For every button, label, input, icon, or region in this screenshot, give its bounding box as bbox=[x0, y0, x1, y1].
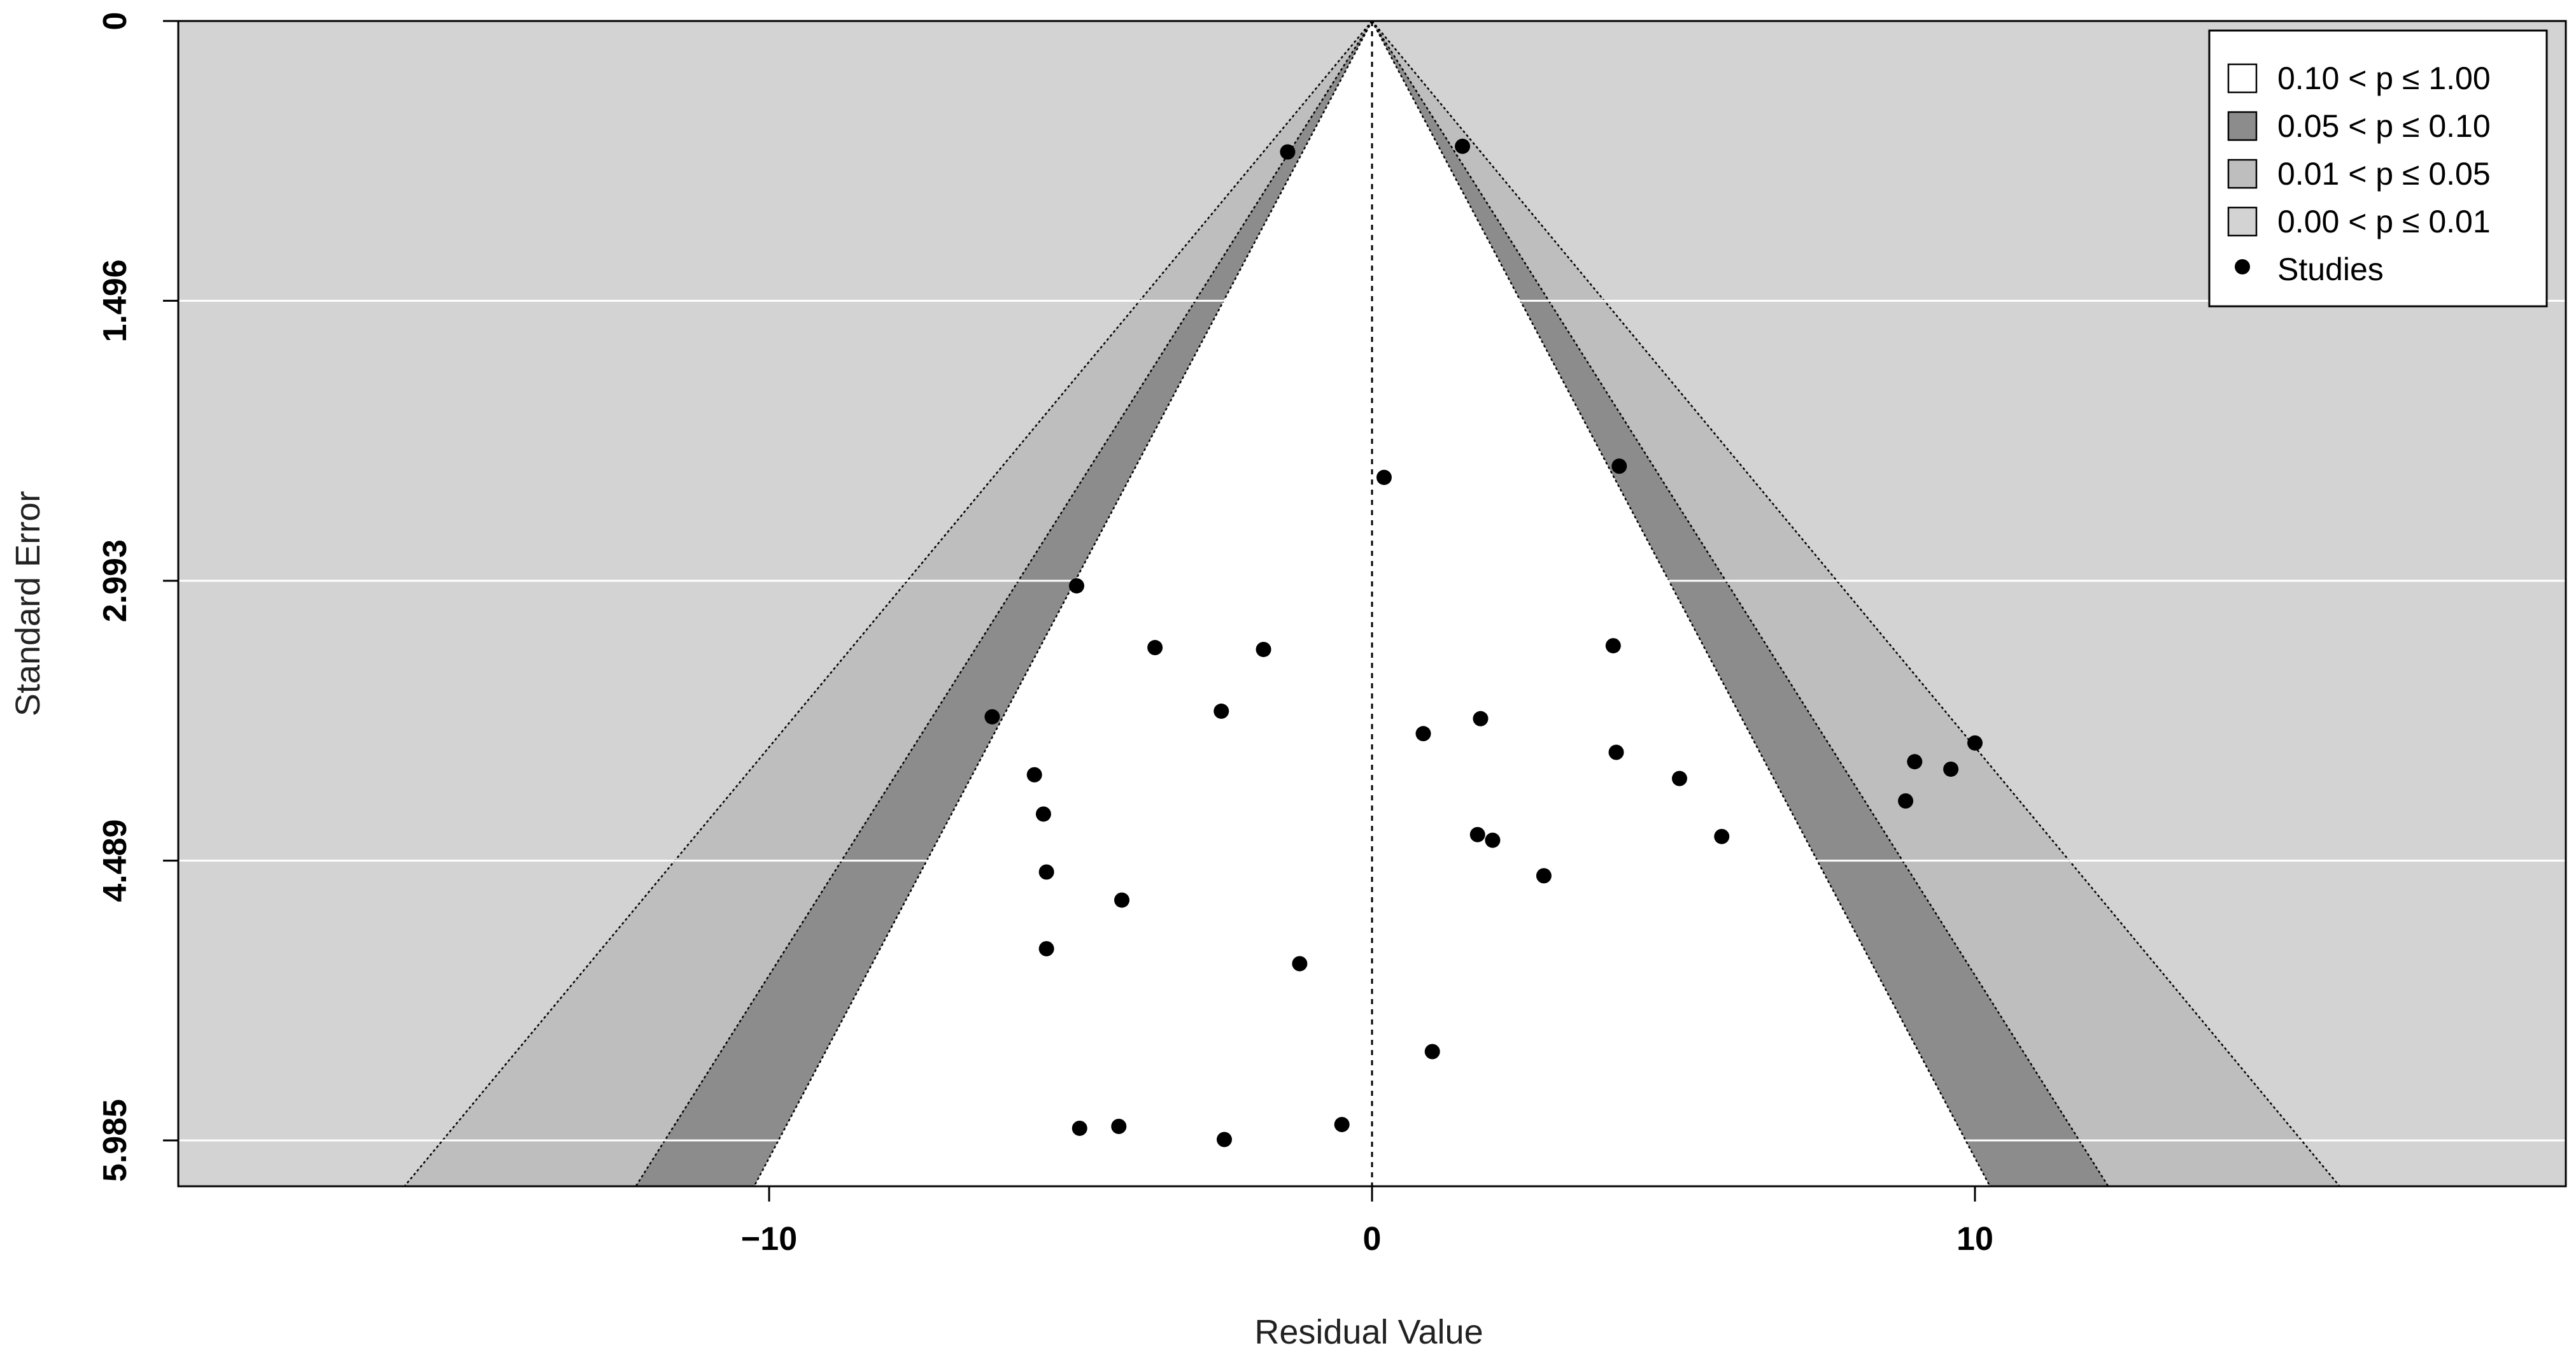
study-point bbox=[1038, 864, 1054, 880]
y-tick-label: 5.985 bbox=[97, 1099, 134, 1182]
y-tick-label: 2.993 bbox=[97, 539, 134, 622]
contour-edge bbox=[1371, 20, 2109, 1187]
study-point bbox=[1147, 640, 1163, 656]
study-point bbox=[1967, 735, 1983, 751]
study-point bbox=[1280, 144, 1296, 160]
study-point bbox=[1671, 770, 1687, 786]
legend-label: 0.10 < p ≤ 1.00 bbox=[2277, 60, 2491, 96]
study-point bbox=[1216, 1131, 1232, 1147]
study-point bbox=[1376, 469, 1392, 485]
study-point bbox=[1605, 638, 1621, 654]
study-point bbox=[1473, 711, 1489, 727]
study-point bbox=[1455, 138, 1471, 154]
study-point bbox=[1038, 940, 1054, 956]
y-axis-title: Standard Error bbox=[9, 491, 47, 716]
y-tick-label: 0 bbox=[97, 12, 134, 31]
legend-swatch bbox=[2227, 111, 2258, 141]
x-tick-label: 10 bbox=[1957, 1221, 1993, 1258]
study-point bbox=[1214, 703, 1229, 719]
study-point bbox=[1292, 956, 1308, 972]
legend-swatch bbox=[2227, 206, 2258, 237]
legend-marker bbox=[2235, 259, 2250, 274]
legend-label: 0.00 < p ≤ 0.01 bbox=[2277, 204, 2491, 239]
study-point bbox=[1415, 726, 1431, 742]
contour-edge bbox=[1371, 20, 1991, 1187]
study-point bbox=[1111, 1119, 1127, 1135]
study-point bbox=[1072, 1120, 1087, 1136]
study-point bbox=[1536, 868, 1552, 884]
legend: 0.10 < p ≤ 1.00 0.05 < p ≤ 0.10 0.01 < p ≤… bbox=[2208, 29, 2548, 308]
contour-edge bbox=[635, 20, 1373, 1187]
study-point bbox=[1907, 754, 1923, 770]
contour-edge bbox=[753, 20, 1373, 1187]
legend-label: 0.01 < p ≤ 0.05 bbox=[2277, 156, 2491, 192]
study-point bbox=[1068, 578, 1084, 594]
legend-swatch bbox=[2227, 159, 2258, 189]
x-axis-title: Residual Value bbox=[1254, 1313, 1483, 1351]
study-point bbox=[1334, 1117, 1350, 1133]
y-tick-label: 1.496 bbox=[97, 259, 134, 342]
study-point bbox=[1485, 832, 1501, 848]
x-axis-ticks: −10 0 10 bbox=[741, 1186, 1993, 1258]
study-point bbox=[1035, 806, 1051, 822]
legend-label: Studies bbox=[2277, 252, 2384, 287]
study-point bbox=[1026, 767, 1042, 783]
y-axis-ticks: 0 1.496 2.993 4.489 5.985 bbox=[97, 12, 178, 1182]
legend-box bbox=[2208, 29, 2548, 308]
legend-label: 0.05 < p ≤ 0.10 bbox=[2277, 108, 2491, 144]
study-point bbox=[1611, 458, 1627, 474]
x-tick-label: −10 bbox=[741, 1221, 797, 1258]
study-point bbox=[1608, 744, 1624, 760]
study-point bbox=[1424, 1044, 1440, 1060]
y-tick-label: 4.489 bbox=[97, 819, 134, 902]
study-point bbox=[1898, 793, 1914, 809]
x-tick-label: 0 bbox=[1363, 1221, 1382, 1258]
study-points bbox=[984, 138, 1983, 1147]
study-point bbox=[984, 709, 1000, 725]
study-point bbox=[1469, 826, 1485, 842]
study-point bbox=[1114, 892, 1130, 908]
study-point bbox=[1714, 828, 1730, 844]
study-point bbox=[1943, 761, 1959, 777]
study-point bbox=[1256, 641, 1271, 657]
legend-swatch bbox=[2227, 63, 2258, 94]
